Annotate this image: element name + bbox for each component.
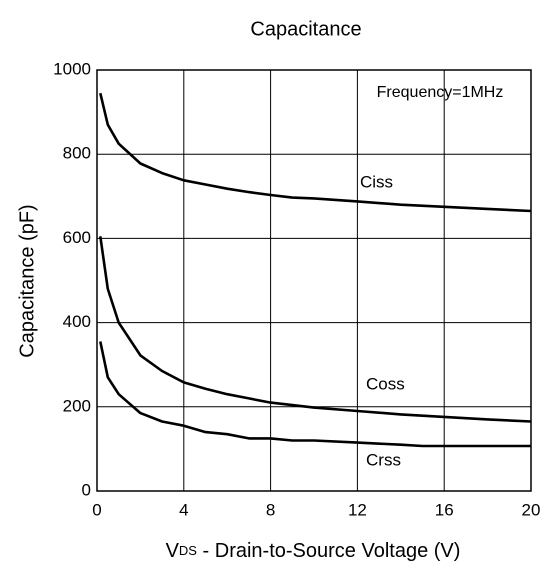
annotation: Frequency=1MHz xyxy=(377,84,504,101)
x-tick-label: 16 xyxy=(435,500,454,519)
x-tick-label: 8 xyxy=(266,500,275,519)
series-line xyxy=(99,92,532,213)
y-tick-label: 200 xyxy=(63,396,91,415)
x-tick-label: 20 xyxy=(522,500,541,519)
x-tick-label: 4 xyxy=(179,500,188,519)
series-line xyxy=(99,341,531,448)
series-label: Ciss xyxy=(360,172,393,191)
y-tick-label: 600 xyxy=(63,228,91,247)
series-label: Crss xyxy=(366,450,401,469)
x-tick-label: 12 xyxy=(348,500,367,519)
chart-title: Capacitance xyxy=(250,18,361,40)
plot-frame xyxy=(96,69,532,492)
x-label-main: V xyxy=(166,540,180,562)
y-tick-label: 400 xyxy=(63,312,91,331)
x-label-sub: DS xyxy=(179,543,197,558)
x-label-rest: - Drain-to-Source Voltage (V) xyxy=(197,540,460,562)
series-label: Coss xyxy=(366,374,405,393)
series-line xyxy=(99,236,532,423)
x-tick-label: 0 xyxy=(92,500,101,519)
y-axis-label: Capacitance (pF) xyxy=(16,204,38,357)
y-tick-label: 1000 xyxy=(53,59,91,78)
x-axis-label: VDS - Drain-to-Source Voltage (V) xyxy=(166,540,461,562)
y-tick-label: 0 xyxy=(82,480,91,499)
y-tick-label: 800 xyxy=(63,144,91,163)
